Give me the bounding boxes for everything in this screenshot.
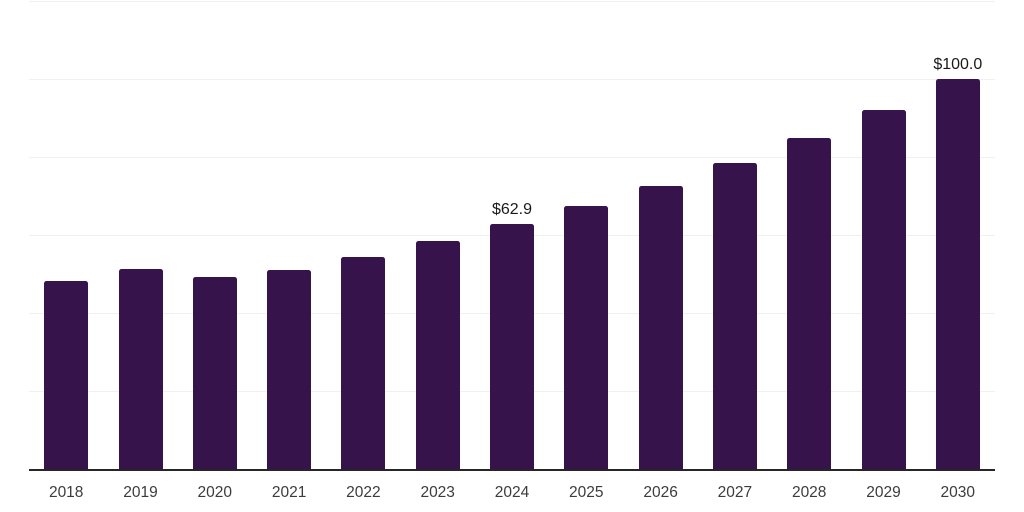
x-axis-baseline	[29, 469, 995, 471]
bar-2022	[341, 257, 386, 470]
bar-2020	[192, 276, 237, 470]
x-axis-label-2024: 2024	[494, 484, 530, 501]
bar-2024	[490, 224, 534, 470]
bar-2030	[935, 79, 980, 470]
x-axis-label-2019: 2019	[123, 484, 158, 501]
x-axis-label-2018: 2018	[48, 484, 84, 501]
bar-2026	[638, 185, 683, 470]
bar-value-label-2024: $62.9	[491, 201, 533, 219]
x-axis-label-2030: 2030	[940, 484, 976, 501]
bar-2023	[415, 241, 460, 470]
gridline-100	[29, 78, 995, 80]
bar-2019	[118, 269, 163, 470]
x-axis-label-2027: 2027	[717, 484, 753, 501]
bar-2028	[787, 138, 832, 470]
x-axis-label-2025: 2025	[569, 484, 604, 501]
x-axis-label-2022: 2022	[346, 484, 381, 501]
x-axis-label-2021: 2021	[271, 484, 307, 501]
x-axis-label-2029: 2029	[866, 484, 901, 501]
bar-2025	[564, 206, 609, 470]
bar-2029	[861, 110, 906, 470]
bar-2027	[712, 162, 757, 470]
bar-2021	[267, 269, 312, 470]
x-axis-label-2026: 2026	[643, 484, 678, 501]
x-axis-label-2023: 2023	[420, 484, 455, 501]
x-axis-label-2028: 2028	[791, 484, 827, 501]
bar-value-label-2030: $100.0	[933, 56, 983, 74]
gridline-80	[29, 156, 995, 158]
bar-2018	[44, 280, 89, 470]
x-axis-label-2020: 2020	[197, 484, 233, 501]
gridline-120	[29, 0, 995, 2]
